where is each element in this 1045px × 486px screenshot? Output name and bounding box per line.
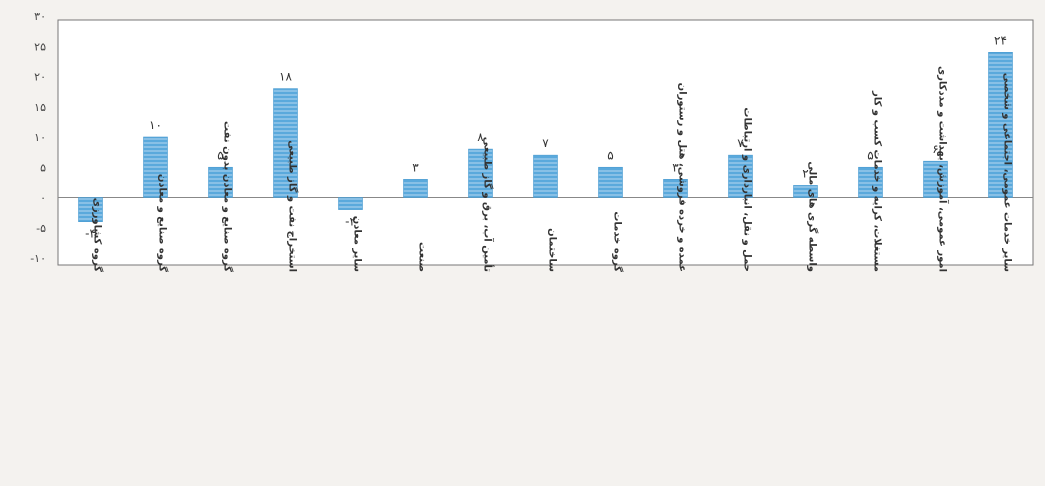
category-label: حمل و نقل، انبارداری و ارتباطات [742, 107, 753, 272]
bar [923, 160, 948, 198]
y-tick-label: ۱۵ [34, 101, 46, 114]
data-label: ۲۴ [994, 33, 1007, 47]
category-label: گروه صنایع و معادن بدون نفت [222, 121, 235, 272]
bar [468, 148, 493, 198]
data-label: ۱۸ [279, 70, 292, 84]
category-label: گروه صنایع و معادن [157, 174, 170, 272]
category-label: تأمین آب، برق و گاز طبیعی [482, 137, 495, 273]
y-tick-label: ۱۰ [34, 131, 46, 144]
data-label: ۷ [737, 136, 744, 150]
data-label: ۸ [477, 130, 484, 144]
y-tick-label: -۵ [36, 222, 46, 235]
data-label: -۴ [85, 227, 96, 241]
data-label: ۵ [867, 148, 873, 162]
category-label: واسطه گری های مالی [807, 161, 820, 272]
category-label: امور عمومی، آموزش، بهداشت و مددکاری [937, 66, 950, 272]
data-label: ۲ [802, 166, 808, 180]
bar [533, 154, 558, 198]
category-label: گروه کشاورزی [92, 198, 105, 272]
category-label: عمده و خرده فروشی، هتل و رستوران [677, 83, 688, 272]
bar [793, 185, 818, 198]
data-label: ۷ [542, 136, 549, 150]
bar [663, 179, 688, 198]
bar [273, 88, 298, 198]
category-label: گروه خدمات [612, 211, 625, 272]
bar [403, 179, 428, 198]
bar [143, 136, 168, 198]
category-label: سایر خدمات عمومی، اجتماعی و شخصی [1002, 73, 1013, 272]
y-tick-label: ۲۰ [34, 71, 46, 84]
bar [728, 154, 753, 198]
plot-frame [57, 19, 1034, 266]
category-label: سایر معادن [352, 216, 363, 272]
category-label: استخراج نفت و گاز طبیعی [287, 140, 300, 272]
data-label: ۳ [672, 160, 679, 174]
y-tick-label: -۱۰ [30, 252, 46, 265]
y-tick-label: ۳۰ [34, 10, 46, 23]
y-tick-label: ۰ [40, 192, 46, 205]
category-label: مستغلات، کرایه و خدمات کسب و کار [872, 90, 883, 272]
data-label: ۵ [217, 148, 223, 162]
bar [338, 197, 363, 210]
data-label: ۶ [932, 142, 938, 156]
bar [988, 51, 1013, 198]
y-tick-label: ۵ [40, 161, 46, 174]
bar [598, 166, 623, 198]
data-label: -۲ [345, 215, 356, 229]
bar [208, 166, 233, 198]
category-label: صنعت [417, 242, 428, 272]
data-label: ۵ [607, 148, 613, 162]
data-label: ۳ [412, 160, 419, 174]
category-label: ساختمان [547, 228, 558, 272]
bar [78, 197, 103, 223]
bar [858, 166, 883, 198]
y-tick-label: ۲۵ [34, 40, 46, 53]
data-label: ۱۰ [149, 118, 162, 132]
